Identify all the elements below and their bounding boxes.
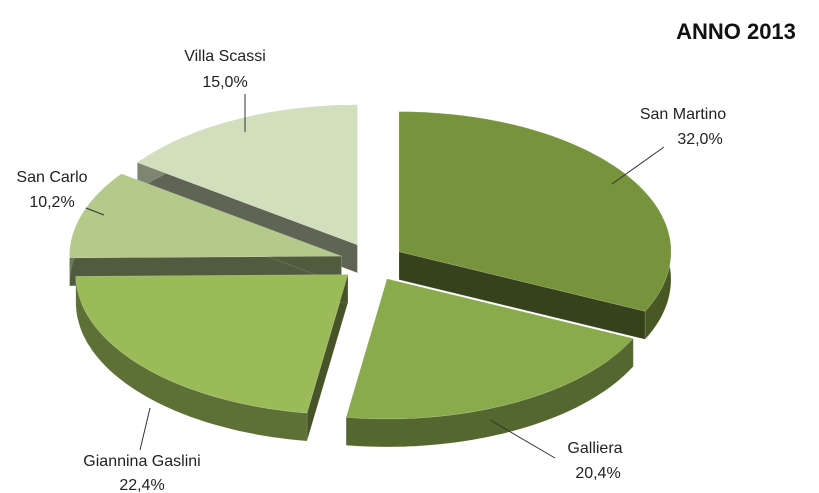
leader-line <box>85 207 105 216</box>
slice-top <box>69 173 342 259</box>
value-label: 22,4% <box>119 477 164 493</box>
slice-top <box>345 278 634 420</box>
value-label: 15,0% <box>202 74 247 91</box>
slice-label: Villa Scassi <box>184 48 266 65</box>
value-label: 20,4% <box>575 465 620 482</box>
slice <box>75 274 349 442</box>
value-label: 32,0% <box>677 131 722 148</box>
slice-label: Galliera <box>567 440 622 457</box>
leader-line <box>489 419 556 459</box>
slice-top <box>398 111 672 312</box>
slice-label: San Martino <box>640 106 726 123</box>
slice-label: Giannina Gaslini <box>83 453 200 470</box>
value-label: 10,2% <box>29 194 74 211</box>
slice <box>398 111 672 340</box>
slice <box>345 278 634 448</box>
slice-label: San Carlo <box>16 169 87 186</box>
slice-top <box>136 104 358 246</box>
slice-top <box>75 274 349 414</box>
chart-title: ANNO 2013 <box>676 19 796 44</box>
leader-line <box>139 407 151 451</box>
leader-line <box>611 146 665 185</box>
